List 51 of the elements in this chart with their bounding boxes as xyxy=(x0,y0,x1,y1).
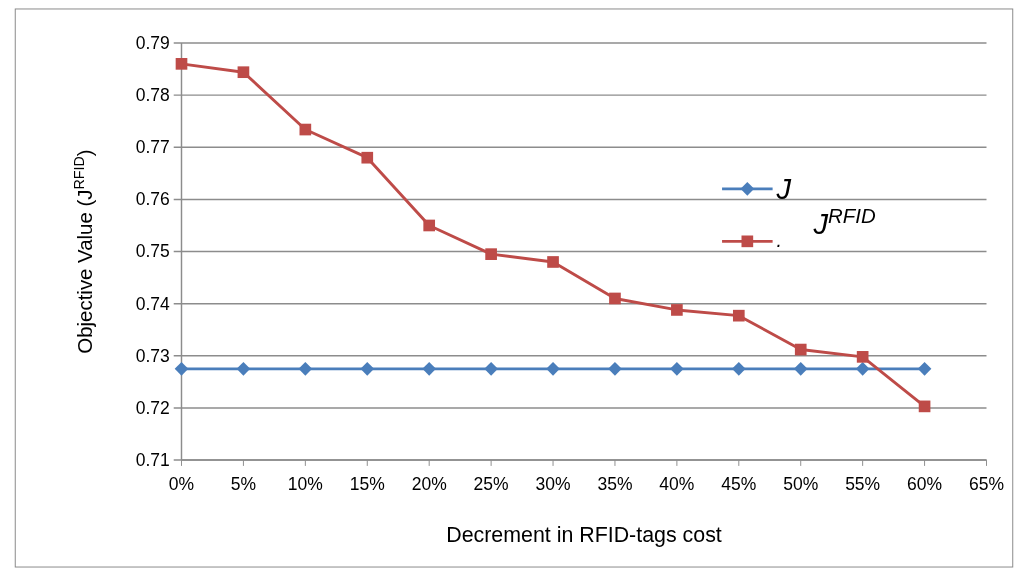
x-tick-label: 25% xyxy=(473,474,509,495)
x-tick-label: 10% xyxy=(287,474,323,495)
point xyxy=(917,362,932,376)
x-tick-label: 45% xyxy=(721,474,757,495)
y-tick-label: 0.72 xyxy=(135,397,170,418)
y-tick-label: 0.71 xyxy=(135,449,170,470)
point xyxy=(856,351,869,363)
y-tick-label: 0.76 xyxy=(135,189,170,210)
point xyxy=(422,362,436,376)
y-tick-label: 0.79 xyxy=(135,32,170,53)
x-tick-label: 0% xyxy=(168,474,195,495)
y-tick-label: 0.78 xyxy=(135,84,170,105)
x-tick-label: 35% xyxy=(597,474,633,495)
point xyxy=(175,58,188,70)
legend-label: . xyxy=(776,229,782,252)
legend-label: J xyxy=(775,172,792,205)
point xyxy=(360,362,375,376)
point xyxy=(361,151,374,164)
point xyxy=(732,309,745,322)
annotation: J$^{RFID}$ xyxy=(812,204,876,240)
x-tick-label: 20% xyxy=(411,474,447,495)
y-tick-label: 0.77 xyxy=(135,137,170,158)
point xyxy=(794,343,807,356)
x-tick-label: 65% xyxy=(968,474,1005,495)
point xyxy=(608,362,622,376)
point xyxy=(485,248,497,260)
x-tick-label: 30% xyxy=(535,474,571,495)
x-tick-label: 40% xyxy=(659,474,695,495)
point xyxy=(298,362,313,376)
x-tick-label: 15% xyxy=(349,474,385,495)
point xyxy=(547,256,559,268)
point xyxy=(670,362,684,376)
x-tick-label: 55% xyxy=(845,474,881,495)
point xyxy=(732,362,746,376)
point xyxy=(609,292,621,305)
y-tick-label: 0.74 xyxy=(135,293,171,314)
point xyxy=(174,362,189,376)
point xyxy=(855,362,870,376)
point xyxy=(793,362,808,376)
point xyxy=(484,362,498,376)
point xyxy=(236,362,251,376)
x-axis-title: Decrement in RFID-tags cost xyxy=(446,522,722,547)
y-tick-label: 0.73 xyxy=(135,345,170,366)
point xyxy=(237,66,250,79)
point xyxy=(671,304,683,316)
point xyxy=(423,219,436,232)
x-tick-label: 50% xyxy=(783,474,819,495)
x-tick-label: 5% xyxy=(230,474,257,495)
x-tick-label: 60% xyxy=(907,474,943,495)
point xyxy=(546,362,560,376)
y-tick-label: 0.75 xyxy=(135,241,170,262)
